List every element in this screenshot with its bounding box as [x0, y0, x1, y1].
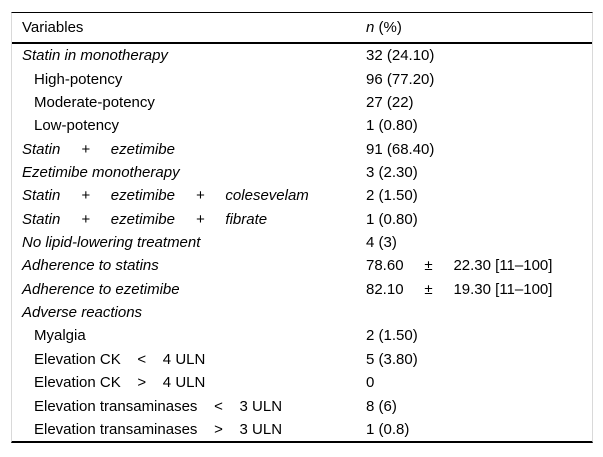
- table-body: Statin in monotherapy 32 (24.10) High-po…: [12, 44, 592, 441]
- row-value: 27 (22): [366, 93, 414, 111]
- table-row: Adverse reactions: [12, 301, 592, 324]
- row-value: 1 (0.8): [366, 420, 410, 438]
- table-row: Elevation transaminases < 3 ULN 8 (6): [12, 394, 592, 417]
- row-value: 0: [366, 374, 375, 392]
- header-percent: (%): [374, 19, 402, 36]
- row-label: Statin in monotherapy: [22, 47, 168, 65]
- table-header-row: Variables n (%): [12, 13, 592, 44]
- row-value: 1 (0.80): [366, 210, 418, 228]
- row-label: Statin + ezetimibe: [22, 140, 175, 158]
- row-value: 91 (68.40): [366, 140, 435, 158]
- header-n-percent: n (%): [366, 20, 592, 35]
- row-label: Elevation transaminases < 3 ULN: [34, 397, 283, 415]
- row-value: 1 (0.80): [366, 117, 418, 135]
- table-row: Elevation CK < 4 ULN 5 (3.80): [12, 348, 592, 371]
- row-label: Ezetimibe monotherapy: [22, 163, 180, 181]
- header-variables: Variables: [22, 19, 84, 36]
- row-label: High-potency: [34, 70, 123, 88]
- table-row: Adherence to statins 78.60 ± 22.30 [11–1…: [12, 254, 592, 277]
- row-label: Adverse reactions: [22, 304, 143, 322]
- row-label: Adherence to ezetimibe: [22, 280, 180, 298]
- row-value: 4 (3): [366, 234, 397, 252]
- row-value: 82.10 ± 19.30 [11–100]: [366, 280, 553, 298]
- row-label: Myalgia: [34, 327, 86, 345]
- row-value: 96 (77.20): [366, 70, 435, 88]
- table-row: Myalgia 2 (1.50): [12, 324, 592, 347]
- row-value: 32 (24.10): [366, 47, 435, 65]
- table-row: Ezetimibe monotherapy 3 (2.30): [12, 161, 592, 184]
- table-row: Elevation transaminases > 3 ULN 1 (0.8): [12, 418, 592, 441]
- row-label: Elevation CK > 4 ULN: [34, 374, 206, 392]
- table-row: Statin + ezetimibe + colesevelam 2 (1.50…: [12, 184, 592, 207]
- table-row: Low-potency 1 (0.80): [12, 114, 592, 137]
- table-row: Statin + ezetimibe 91 (68.40): [12, 137, 592, 160]
- table-row: No lipid-lowering treatment 4 (3): [12, 231, 592, 254]
- row-label: Statin + ezetimibe + fibrate: [22, 210, 268, 228]
- row-label: Adherence to statins: [22, 257, 159, 275]
- table-row: Moderate-potency 27 (22): [12, 91, 592, 114]
- row-label: Elevation transaminases > 3 ULN: [34, 420, 283, 438]
- table-row: Elevation CK > 4 ULN 0: [12, 371, 592, 394]
- table-row: Statin + ezetimibe + fibrate 1 (0.80): [12, 208, 592, 231]
- table-row: High-potency 96 (77.20): [12, 67, 592, 90]
- row-value: 3 (2.30): [366, 163, 418, 181]
- row-label: Moderate-potency: [34, 93, 155, 111]
- row-value: 2 (1.50): [366, 327, 418, 345]
- row-value: 78.60 ± 22.30 [11–100]: [366, 257, 553, 275]
- row-value: 5 (3.80): [366, 350, 418, 368]
- row-value: 8 (6): [366, 397, 397, 415]
- row-label: No lipid-lowering treatment: [22, 234, 201, 252]
- row-label: Low-potency: [34, 117, 120, 135]
- table-row: Adherence to ezetimibe 82.10 ± 19.30 [11…: [12, 278, 592, 301]
- row-label: Statin + ezetimibe + colesevelam: [22, 187, 309, 205]
- row-value: 2 (1.50): [366, 187, 418, 205]
- row-label: Elevation CK < 4 ULN: [34, 350, 206, 368]
- variables-table: Variables n (%) Statin in monotherapy 32…: [11, 12, 593, 443]
- header-n: n: [366, 19, 375, 36]
- table-row: Statin in monotherapy 32 (24.10): [12, 44, 592, 67]
